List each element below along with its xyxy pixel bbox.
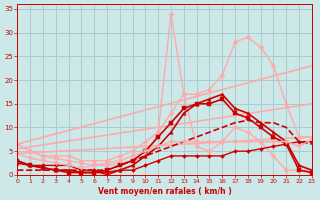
X-axis label: Vent moyen/en rafales ( km/h ): Vent moyen/en rafales ( km/h ) bbox=[98, 187, 231, 196]
